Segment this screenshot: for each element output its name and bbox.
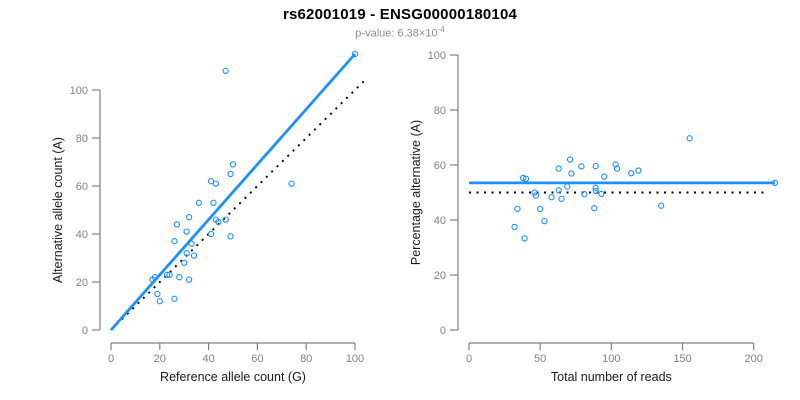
left-scatter-panel: 0 20 40 60 80 100 0 20 40 60 80 100 Reference allele…	[51, 50, 368, 384]
y-tick-label: 80	[76, 133, 88, 145]
data-point	[532, 192, 540, 199]
data-point	[183, 228, 190, 235]
data-point	[511, 223, 518, 231]
x-tick-label: 100	[346, 353, 364, 365]
y-tick-label: 20	[434, 270, 446, 282]
data-point	[173, 221, 181, 228]
data-point	[190, 252, 198, 259]
y-tick-label: 40	[76, 229, 88, 241]
x-tick-label: 40	[202, 353, 214, 365]
y-tick-label: 60	[76, 181, 88, 193]
data-point	[288, 180, 295, 187]
data-point	[537, 205, 544, 213]
y-tick-label: 100	[428, 50, 446, 62]
data-point	[635, 167, 642, 174]
data-point	[166, 271, 173, 278]
x-tick-label: 200	[745, 353, 763, 365]
right-scatter-panel: 0 20 40 60 80 100 0 50 100 150 200 Total number of …	[409, 50, 779, 384]
data-point	[566, 156, 574, 163]
data-point	[351, 50, 359, 58]
data-point	[658, 202, 665, 209]
data-point	[628, 170, 635, 177]
x-tick-label: 50	[534, 353, 546, 365]
y-tick-label: 100	[70, 85, 88, 97]
data-point	[185, 214, 193, 221]
data-point	[227, 233, 234, 240]
data-point	[210, 199, 217, 206]
data-point	[163, 271, 171, 278]
data-point	[598, 190, 605, 198]
data-point	[188, 240, 195, 247]
y-tick-label: 0	[440, 325, 446, 337]
x-axis-title: Total number of reads	[551, 370, 672, 384]
data-point	[171, 238, 178, 245]
data-point	[149, 276, 156, 283]
data-point	[521, 235, 528, 242]
x-tick-label: 150	[673, 353, 691, 365]
y-tick-label: 0	[82, 325, 88, 337]
data-point	[519, 174, 527, 182]
data-point	[568, 170, 575, 177]
data-point	[541, 217, 548, 225]
x-axis-title: Reference allele count (G)	[160, 370, 306, 384]
data-point	[555, 165, 562, 172]
y-tick-label: 80	[434, 105, 446, 117]
data-point	[592, 187, 599, 194]
data-point	[613, 165, 621, 172]
y-axis-title: Percentage alternative (A)	[409, 120, 423, 265]
data-point	[227, 170, 234, 178]
data-point	[514, 205, 521, 212]
data-point	[176, 274, 183, 281]
y-tick-label: 60	[434, 160, 446, 172]
y-axis-title: Alternative allele count (A)	[51, 137, 65, 283]
data-point	[564, 183, 571, 190]
data-point	[195, 199, 202, 206]
data-point	[581, 190, 588, 198]
data-point	[522, 175, 530, 182]
data-point	[592, 184, 599, 191]
data-point	[222, 67, 229, 74]
data-point	[207, 230, 215, 238]
data-point	[181, 259, 188, 266]
data-point	[548, 194, 555, 201]
y-tick-label: 40	[434, 215, 446, 227]
data-point	[215, 218, 222, 226]
data-point	[601, 173, 608, 180]
data-point	[154, 290, 161, 298]
data-point	[531, 189, 538, 196]
x-tick-label: 100	[602, 353, 620, 365]
data-point	[578, 163, 585, 170]
data-point	[156, 298, 163, 305]
data-point	[686, 135, 693, 142]
x-tick-label: 60	[251, 353, 263, 365]
data-point	[771, 179, 779, 187]
x-tick-label: 20	[154, 353, 166, 365]
data-point	[212, 180, 220, 187]
data-point	[555, 187, 562, 194]
data-point	[229, 161, 237, 168]
data-point	[592, 162, 599, 170]
data-point	[222, 216, 229, 223]
x-tick-label: 0	[108, 353, 114, 365]
fit-line	[109, 53, 357, 331]
data-point	[183, 250, 190, 257]
data-point	[612, 161, 619, 168]
x-tick-label: 80	[300, 353, 312, 365]
y-tick-label: 20	[76, 277, 88, 289]
x-tick-label: 0	[466, 353, 472, 365]
data-point	[591, 205, 598, 212]
data-point	[558, 195, 565, 202]
identity-line	[110, 77, 368, 331]
data-point	[185, 276, 193, 283]
data-point	[207, 178, 215, 185]
data-point	[171, 295, 178, 302]
